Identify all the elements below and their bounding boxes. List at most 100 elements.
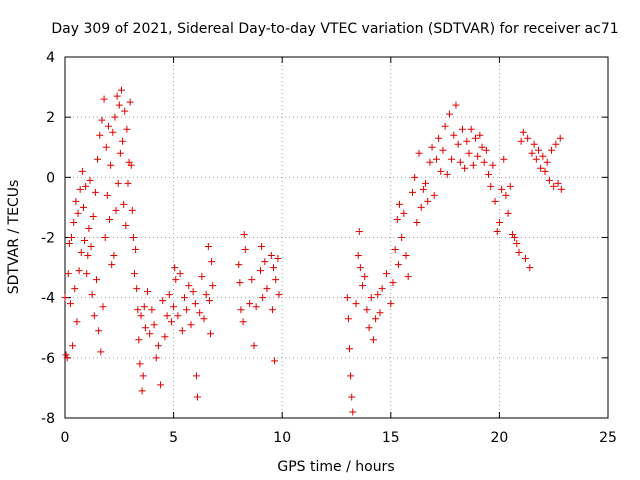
data-point <box>86 176 94 184</box>
data-point <box>157 381 165 389</box>
data-point <box>526 264 534 272</box>
data-point <box>163 312 171 320</box>
data-point <box>539 152 547 160</box>
data-point <box>167 318 175 326</box>
data-point <box>76 185 84 193</box>
data-point <box>248 276 256 284</box>
axis-ticks: -8 -6 -4 -2 0 2 4 0 5 10 15 20 25 <box>41 50 617 446</box>
data-point <box>70 218 78 226</box>
data-point <box>376 309 384 317</box>
data-point <box>246 300 254 308</box>
data-point <box>404 273 412 281</box>
data-point <box>241 246 249 254</box>
data-point <box>116 149 124 157</box>
data-point <box>530 140 538 148</box>
y-tick-label: -4 <box>41 291 55 307</box>
data-point <box>64 270 72 278</box>
data-point <box>193 393 201 401</box>
x-tick-label: 20 <box>490 430 508 446</box>
data-point <box>467 125 475 133</box>
data-point <box>101 234 109 241</box>
data-point <box>239 318 247 326</box>
data-point <box>387 300 395 308</box>
data-point <box>132 246 140 254</box>
data-point <box>69 342 77 350</box>
data-point <box>476 131 484 139</box>
data-point <box>521 255 529 263</box>
data-point <box>81 237 89 245</box>
data-point <box>422 179 430 187</box>
data-point <box>104 122 112 130</box>
data-point <box>89 212 97 220</box>
data-points <box>61 86 565 416</box>
data-point <box>119 137 127 145</box>
data-point <box>237 306 245 314</box>
data-point <box>204 243 212 251</box>
data-point <box>178 327 186 335</box>
data-point <box>398 234 406 241</box>
data-point <box>121 107 129 115</box>
data-point <box>207 330 215 338</box>
data-point <box>552 140 560 148</box>
data-point <box>450 131 458 139</box>
data-point <box>209 282 217 290</box>
data-point <box>548 146 556 154</box>
data-point <box>463 137 471 145</box>
data-point <box>250 342 258 350</box>
data-point <box>185 282 193 290</box>
data-point <box>174 312 182 320</box>
x-tick-label: 5 <box>169 430 178 446</box>
data-point <box>68 234 76 241</box>
data-point <box>352 300 360 308</box>
data-point <box>113 92 121 100</box>
data-point <box>491 197 499 205</box>
data-point <box>489 161 497 169</box>
data-point <box>430 191 438 199</box>
data-point <box>502 191 510 199</box>
data-point <box>75 267 83 275</box>
data-point <box>528 149 536 157</box>
data-point <box>103 191 111 199</box>
data-point <box>374 291 382 299</box>
data-point <box>495 218 503 226</box>
data-point <box>187 321 195 329</box>
data-point <box>236 279 244 287</box>
y-tick-label: -2 <box>41 231 55 247</box>
data-point <box>95 327 103 335</box>
data-point <box>189 288 197 296</box>
data-point <box>378 285 386 293</box>
data-point <box>135 336 143 344</box>
y-tick-label: 2 <box>46 110 55 126</box>
data-point <box>363 306 371 314</box>
data-point <box>74 209 82 217</box>
data-point <box>361 273 369 281</box>
data-point <box>543 158 551 166</box>
data-point <box>208 258 216 266</box>
y-axis-label: SDTVAR / TECUs <box>6 180 22 295</box>
data-point <box>159 297 167 305</box>
data-point <box>263 285 271 293</box>
data-point <box>534 146 542 154</box>
data-point <box>435 134 443 142</box>
data-point <box>141 324 149 332</box>
data-point <box>519 128 527 136</box>
data-point <box>274 255 282 263</box>
data-point <box>428 143 436 151</box>
data-point <box>198 273 206 281</box>
data-point <box>511 234 519 241</box>
data-point <box>140 303 148 311</box>
data-point <box>347 372 355 380</box>
data-point <box>133 285 141 293</box>
data-point <box>439 146 447 154</box>
data-point <box>115 101 123 109</box>
data-point <box>200 315 208 323</box>
data-point <box>124 179 132 187</box>
data-point <box>170 303 178 311</box>
data-point <box>259 294 267 302</box>
data-point <box>165 291 173 299</box>
data-point <box>235 261 243 269</box>
data-point <box>131 270 139 278</box>
data-point <box>161 333 169 341</box>
x-tick-label: 25 <box>599 430 617 446</box>
